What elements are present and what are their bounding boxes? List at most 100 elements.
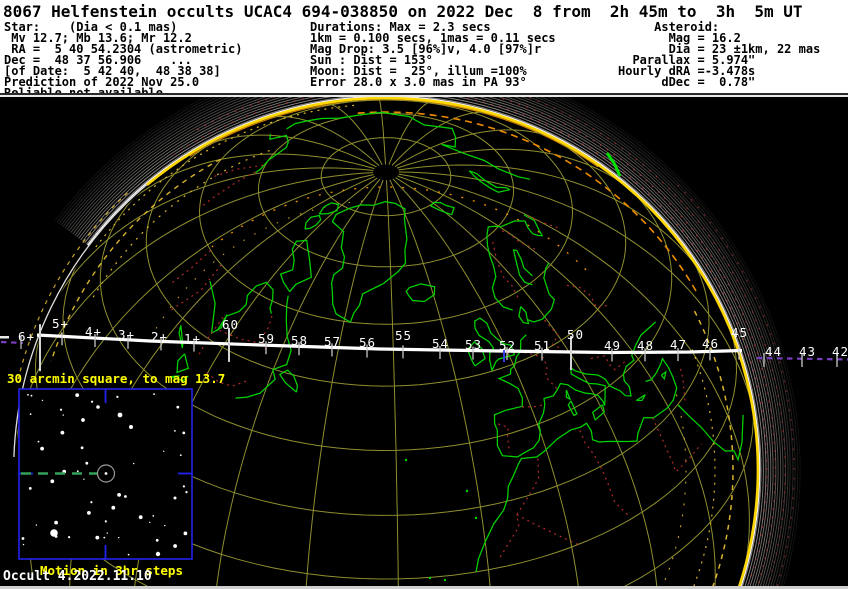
island-dot [428, 576, 432, 580]
field-star [127, 553, 130, 556]
field-star [35, 524, 38, 526]
border-line [170, 249, 212, 285]
path-time-label: 4+ [85, 324, 102, 339]
border-line [260, 315, 273, 351]
path-time-label: 57 [324, 334, 341, 349]
field-star [173, 544, 178, 548]
field-star [41, 399, 44, 402]
inset-caption: Motion in 3hr steps [40, 563, 183, 578]
sun-line [151, 200, 363, 336]
coastline [635, 394, 646, 402]
field-star [111, 505, 116, 510]
header-divider-highlight [0, 95, 848, 97]
sun-line [639, 392, 687, 589]
coastline [405, 283, 436, 303]
coastline [235, 295, 292, 399]
coastline [493, 321, 657, 458]
coastline [591, 404, 605, 421]
border-line [522, 404, 545, 408]
meridian-line [377, 99, 386, 165]
inset-star-chart [18, 388, 193, 560]
field-star [22, 543, 25, 546]
occultation-title: 8067 Helfenstein occults UCAC4 694-03885… [3, 2, 803, 21]
durations-line: Mag Drop: 3.5 [96%]v, 4.0 [97%]r [310, 42, 542, 56]
border-line [206, 372, 250, 387]
coastline [176, 353, 190, 374]
fan-arc [87, 97, 761, 589]
field-star [50, 529, 58, 537]
coastline [677, 404, 744, 462]
sun-line [651, 346, 716, 589]
meridian-line [391, 111, 499, 166]
header-panel: 8067 Helfenstein occults UCAC4 694-03885… [0, 0, 848, 99]
star-of-date-line: [of Date: 5 42 40, 48 38 38] [4, 64, 221, 78]
durations-line: Sun : Dist = 153° [310, 53, 433, 67]
meridian-line [386, 180, 400, 589]
field-star [129, 425, 133, 429]
path-time-label: 43 [799, 344, 816, 359]
coastlines [169, 111, 744, 582]
fan-arc [58, 97, 796, 589]
field-star [149, 521, 151, 523]
border-line [492, 241, 520, 300]
field-star [164, 524, 166, 527]
field-star [59, 408, 63, 411]
fan-arc [62, 97, 791, 589]
field-star [106, 532, 109, 534]
asteroid-line: Mag = 16.2 [618, 31, 741, 45]
star-line: Star: (Dia < 0.1 mas) [4, 20, 178, 34]
coastline [567, 400, 578, 417]
sun-altitude-lines [50, 104, 734, 589]
path-time-label: 48 [637, 338, 654, 353]
coastline [527, 262, 556, 323]
coastline [255, 133, 289, 174]
star-line: RA = 5 40 54.2304 (astrometric) [4, 42, 243, 56]
inset-title: 30 arcmin square, to mag 13.7 [7, 371, 225, 386]
path-time-label: 53 [465, 337, 482, 352]
sun-line [658, 306, 734, 589]
border-line [527, 215, 561, 230]
field-star [183, 531, 188, 536]
fan-arc [64, 97, 789, 589]
field-star [155, 551, 161, 557]
meridian-line [394, 129, 563, 168]
fan-arc [72, 97, 779, 589]
meridian-line [397, 175, 716, 589]
border-line [199, 171, 256, 209]
field-star [37, 440, 40, 443]
field-star [104, 520, 107, 523]
field-star [30, 394, 33, 397]
border-line [219, 329, 257, 344]
path-time-label: 51 [534, 338, 551, 353]
field-star [81, 418, 85, 422]
path-time-label: 60 [222, 317, 239, 332]
parallel-line [145, 113, 627, 387]
coastline [660, 370, 667, 381]
prediction-line: Prediction of 2022 Nov 25.0 [4, 75, 200, 89]
field-star [75, 393, 80, 397]
border-line [566, 284, 608, 308]
field-star [68, 536, 71, 539]
target-star [104, 472, 108, 475]
field-star [21, 537, 25, 540]
coastline [279, 239, 312, 293]
limb-fan-band [54, 97, 801, 589]
globe-map: 6+ 5+ 4+ 3+ 2+ 1+ 60 59 58 57 56 55 54 53 52 51 50 49 48 47… [0, 97, 848, 589]
field-star [50, 479, 55, 484]
meridian-line [258, 115, 380, 166]
path-time-label: 44 [765, 344, 782, 359]
meridian-line [398, 164, 718, 298]
field-star [118, 536, 120, 539]
border-line [652, 417, 702, 473]
coastline [474, 317, 516, 371]
target-star-circle [96, 464, 116, 483]
field-star [90, 501, 93, 504]
path-extension: 44 43 42 [0, 336, 848, 367]
asteroid-info-block: Asteroid: Mag = 16.2 Dia = 23 ±1km, 22 m… [618, 21, 821, 88]
coastline [278, 369, 299, 393]
asteroid-line: Dia = 23 ±1km, 22 mas [618, 42, 821, 56]
field-star [179, 454, 182, 456]
parallel-line [198, 99, 574, 325]
occultation-path: 6+ 5+ 4+ 3+ 2+ 1+ 60 59 58 57 56 55 54 53 52 51 50 49 48 47… [18, 316, 747, 372]
